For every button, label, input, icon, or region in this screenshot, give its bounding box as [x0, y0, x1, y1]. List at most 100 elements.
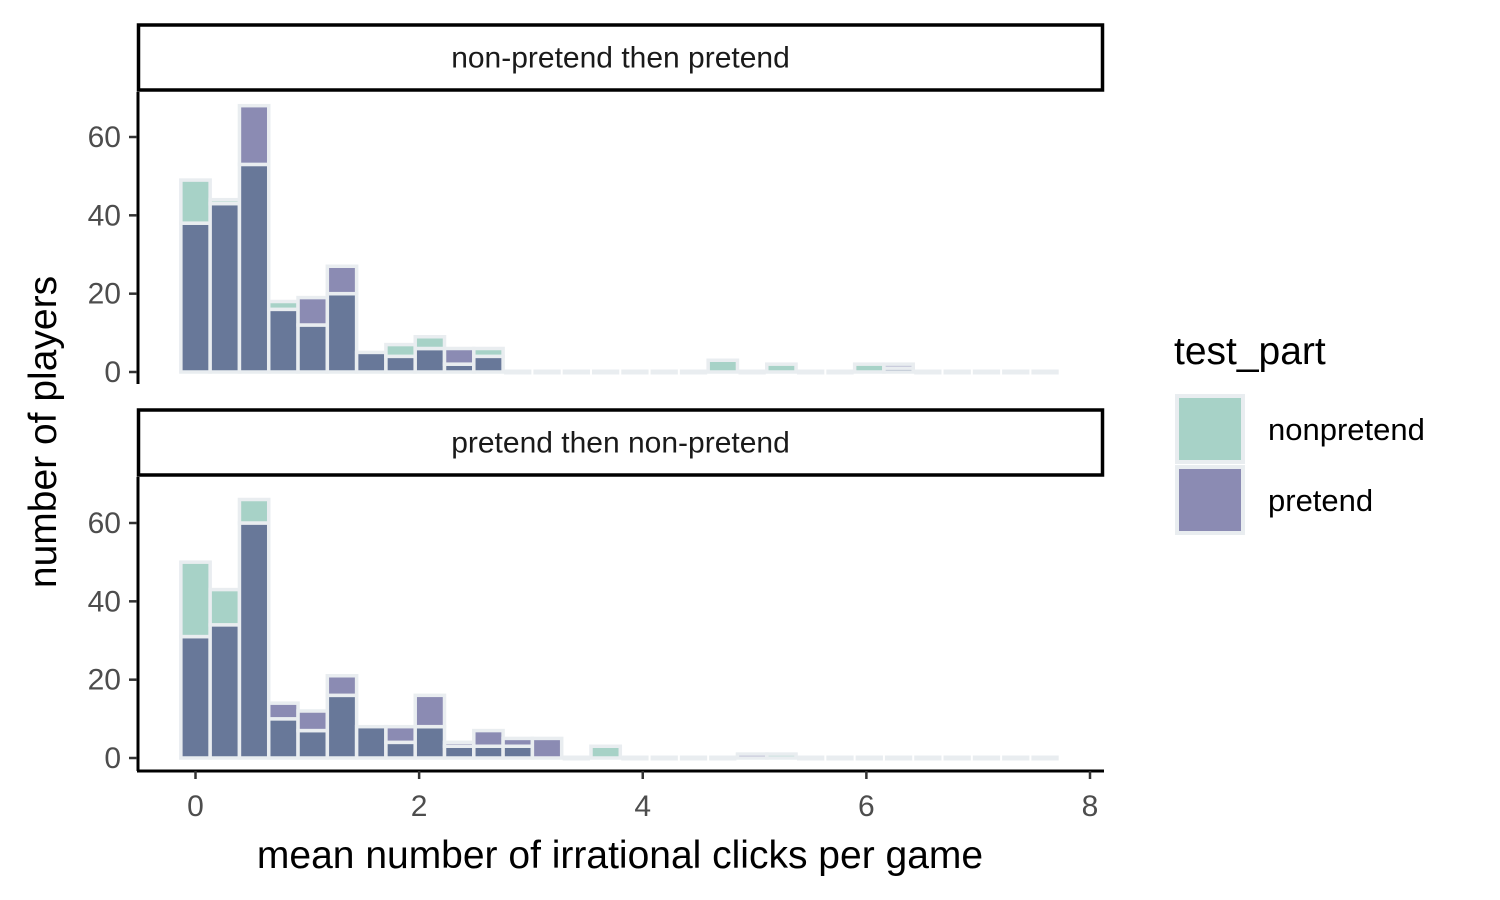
bar-pretend: [735, 752, 769, 760]
bar-nonpretend: [179, 178, 212, 225]
bar-overlap: [208, 201, 242, 374]
empty-bin: [797, 755, 825, 761]
empty-bin: [797, 369, 825, 375]
bar-overlap: [179, 221, 212, 374]
empty-bin: [591, 369, 620, 375]
empty-bin: [855, 755, 883, 761]
empty-bin: [826, 755, 854, 761]
bar-pretend: [296, 295, 330, 327]
empty-bin: [884, 755, 913, 761]
bar-overlap: [501, 744, 535, 760]
x-tick-label: 0: [187, 790, 204, 823]
empty-bin: [826, 369, 854, 375]
facet-panel-bottom: pretend then non-pretend 0 20 40 60: [88, 408, 1105, 775]
empty-bin: [738, 369, 766, 375]
facet-strip-label: pretend then non-pretend: [451, 427, 790, 460]
empty-bin: [650, 369, 678, 375]
x-axis-title: mean number of irrational clicks per gam…: [257, 834, 983, 877]
bar-overlap: [354, 724, 388, 760]
x-tick-label: 4: [634, 790, 651, 823]
bar-pretend: [472, 728, 505, 748]
bar-overlap: [237, 521, 271, 760]
bar-pretend: [266, 701, 300, 721]
empty-bin: [679, 755, 708, 761]
empty-bin: [621, 755, 649, 761]
empty-bin: [504, 369, 532, 375]
empty-bin: [914, 755, 942, 761]
bar-overlap: [472, 354, 505, 374]
bar-nonpretend: [589, 744, 623, 760]
bar-pretend: [413, 693, 447, 729]
legend-label-pretend: pretend: [1268, 483, 1373, 518]
bar-overlap: [384, 740, 417, 760]
legend-title: test_part: [1174, 330, 1326, 373]
x-tick-label: 6: [858, 790, 875, 823]
bar-nonpretend: [765, 362, 798, 374]
bar-nonpretend: [472, 346, 505, 359]
empty-bin: [621, 369, 649, 375]
bar-pretend: [501, 736, 535, 749]
bar-overlap: [325, 693, 359, 760]
empty-bin: [972, 755, 1001, 761]
bar-overlap: [413, 724, 447, 760]
facet-strip: [136, 408, 1105, 477]
bar-overlap: [296, 323, 330, 374]
y-axis-title: number of players: [22, 276, 65, 588]
bar-overlap: [442, 744, 476, 760]
y-tick-label: 20: [88, 278, 121, 311]
y-tick-label: 40: [88, 199, 121, 232]
y-tick-label: 20: [88, 664, 121, 697]
x-tick-label: 2: [411, 790, 428, 823]
empty-bin: [533, 369, 561, 375]
bar-pretend: [882, 362, 915, 370]
facet-panel-top: non-pretend then pretend 0 20 40 60: [88, 23, 1105, 389]
bar-nonpretend: [179, 560, 212, 639]
bar-overlap: [208, 623, 242, 760]
bar-nonpretend: [208, 587, 242, 627]
facet-strip: [136, 23, 1105, 92]
bar-nonpretend: [266, 299, 300, 312]
bar-overlap: [179, 634, 212, 760]
legend-key-nonpretend: [1175, 394, 1245, 464]
bar-nonpretend: [706, 358, 740, 374]
legend-key-pretend: [1175, 465, 1245, 535]
x-tick-label: 8: [1082, 790, 1099, 823]
empty-bin: [972, 369, 1001, 375]
bar-nonpretend: [765, 752, 798, 760]
bar-nonpretend: [413, 335, 447, 351]
bar-nonpretend: [237, 497, 271, 525]
empty-bin: [562, 755, 590, 761]
bar-nonpretend: [852, 362, 886, 374]
bar-overlap: [413, 346, 447, 374]
bar-pretend: [237, 103, 271, 167]
facet-strip-label: non-pretend then pretend: [451, 42, 790, 75]
bar-nonpretend: [208, 197, 242, 206]
empty-bin: [1002, 369, 1030, 375]
y-tick-label: 0: [104, 356, 121, 389]
bar-overlap: [266, 717, 300, 760]
bar-overlap: [472, 744, 505, 760]
bar-nonpretend: [384, 342, 417, 359]
empty-bin: [1031, 755, 1059, 761]
empty-bin: [1002, 755, 1030, 761]
bar-overlap: [354, 350, 388, 374]
y-tick-label: 60: [88, 507, 121, 540]
empty-bin: [943, 369, 971, 375]
bar-pretend: [296, 709, 330, 733]
bar-overlap: [266, 307, 300, 374]
empty-bin: [914, 369, 942, 375]
bar-overlap: [325, 291, 359, 374]
x-axis: 0 2 4 6 8: [137, 769, 1104, 823]
empty-bin: [679, 369, 708, 375]
bar-overlap: [384, 354, 417, 374]
bar-pretend: [530, 736, 564, 760]
y-tick-label: 60: [88, 121, 121, 154]
bar-overlap: [296, 728, 330, 760]
bar-pretend: [384, 724, 417, 745]
empty-bin: [562, 369, 590, 375]
legend: test_part nonpretend pretend: [1174, 330, 1425, 535]
bar-pretend: [442, 346, 476, 366]
bar-overlap: [237, 162, 271, 374]
y-tick-label: 40: [88, 585, 121, 618]
